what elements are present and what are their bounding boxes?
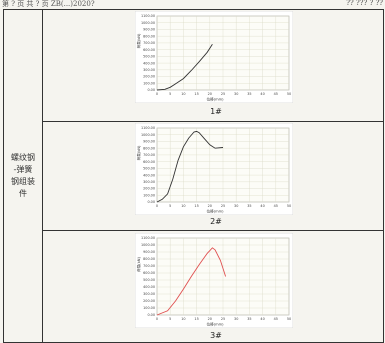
- y-tick-label: 900.00: [143, 140, 155, 144]
- page-header-right: ?? ??? ? ??: [346, 0, 383, 7]
- x-tick-label: 40: [260, 204, 264, 208]
- load-displacement-chart-2: 0 5 10 15 20 25 30 35 40 45 500.00100.00200.00300.…: [134, 122, 294, 216]
- chart-caption-1: 1#: [210, 107, 222, 116]
- y-tick-label: 300.00: [143, 180, 155, 184]
- y-tick-label: 600.00: [143, 271, 155, 275]
- x-tick-label: 30: [234, 317, 238, 321]
- chart-caption-2: 2#: [210, 217, 222, 226]
- page-header-left: 第 ? 页 共 ? 页 ZB(...)2020?: [2, 0, 95, 8]
- y-tick-label: 0.00: [147, 313, 155, 317]
- x-tick-label: 10: [181, 92, 185, 96]
- load-displacement-chart-1: 0 5 10 15 20 25 30 35 40 45 500.00100.00200.00300.…: [134, 10, 294, 104]
- series-line: [156, 44, 213, 91]
- x-tick-label: 40: [260, 92, 264, 96]
- y-tick-label: 200.00: [143, 187, 155, 191]
- x-tick-label: 15: [194, 317, 198, 321]
- x-axis-label: 位移(mm): [207, 322, 225, 327]
- y-tick-label: 1100.00: [141, 14, 155, 18]
- x-axis-label: 位移(mm): [207, 209, 225, 214]
- x-tick-label: 15: [194, 204, 198, 208]
- x-tick-label: 40: [260, 317, 264, 321]
- x-tick-label: 45: [274, 92, 278, 96]
- chart-panel-1: 0 5 10 15 20 25 30 35 40 45 50 0.00 100.00 200.00 300.…: [134, 10, 294, 104]
- table-row-divider: [42, 121, 383, 122]
- x-tick-label: 20: [208, 92, 212, 96]
- x-tick-label: 45: [274, 204, 278, 208]
- x-axis-label: 位移(mm): [207, 97, 225, 102]
- chart-caption-3: 3#: [210, 331, 222, 340]
- y-tick-label: 1100.00: [141, 126, 155, 130]
- chart-panel-3: 0 5 10 15 20 25 30 35 40 45 50 0.00 100.00 200.00 300.…: [134, 232, 294, 329]
- y-tick-label: 400.00: [143, 285, 155, 289]
- y-tick-label: 1000.00: [141, 133, 155, 137]
- table-column-divider: [42, 10, 43, 342]
- x-tick-label: 25: [221, 317, 225, 321]
- y-tick-label: 200.00: [143, 75, 155, 79]
- y-tick-label: 0.00: [147, 88, 155, 92]
- y-tick-label: 500.00: [143, 278, 155, 282]
- x-tick-label: 5: [169, 204, 171, 208]
- chart-panel-2: 0 5 10 15 20 25 30 35 40 45 50 0.00 100.00 200.00 300.…: [134, 122, 294, 216]
- y-tick-label: 1100.00: [141, 236, 155, 240]
- x-tick-label: 0: [156, 317, 158, 321]
- x-tick-label: 45: [274, 317, 278, 321]
- x-tick-label: 30: [234, 92, 238, 96]
- specimen-group-label-line: -弹簧: [13, 165, 33, 174]
- y-tick-label: 100.00: [143, 306, 155, 310]
- y-tick-label: 100.00: [143, 193, 155, 197]
- y-tick-label: 900.00: [143, 250, 155, 254]
- x-tick-label: 5: [169, 317, 171, 321]
- y-tick-label: 1000.00: [141, 243, 155, 247]
- x-tick-label: 25: [221, 204, 225, 208]
- specimen-group-label-line: 钢组装: [11, 177, 35, 186]
- x-tick-label: 10: [181, 317, 185, 321]
- x-tick-label: 10: [181, 204, 185, 208]
- y-tick-label: 700.00: [143, 153, 155, 157]
- y-axis-label: 荷载(kN): [136, 257, 141, 272]
- x-tick-label: 35: [247, 92, 251, 96]
- y-tick-label: 600.00: [143, 48, 155, 52]
- table-row-divider: [42, 230, 383, 231]
- x-tick-label: 35: [247, 317, 251, 321]
- y-axis-label: 荷载(kN): [136, 145, 141, 160]
- specimen-group-label-line: 螺纹钢: [11, 153, 35, 162]
- y-tick-label: 500.00: [143, 167, 155, 171]
- y-tick-label: 800.00: [143, 146, 155, 150]
- x-tick-label: 20: [208, 317, 212, 321]
- x-tick-label: 50: [287, 92, 291, 96]
- result-table: 螺纹钢 -弹簧 钢组装件 0 5 10 15 20 25 30 35 40 45 50 0.00 100.0…: [3, 9, 384, 343]
- x-tick-label: 0: [156, 204, 158, 208]
- load-displacement-chart-3: 0 5 10 15 20 25 30 35 40 45 500.00100.00200.00300.…: [134, 232, 294, 329]
- y-tick-label: 800.00: [143, 257, 155, 261]
- x-tick-label: 5: [169, 92, 171, 96]
- specimen-group-label-line: 件: [19, 189, 27, 198]
- y-tick-label: 300.00: [143, 68, 155, 72]
- series-line: [156, 130, 224, 203]
- y-tick-label: 200.00: [143, 299, 155, 303]
- x-tick-label: 15: [194, 92, 198, 96]
- specimen-group-label: 螺纹钢 -弹簧钢组装件: [4, 152, 42, 200]
- y-tick-label: 800.00: [143, 34, 155, 38]
- x-tick-label: 25: [221, 92, 225, 96]
- y-tick-label: 900.00: [143, 28, 155, 32]
- y-tick-label: 0.00: [147, 200, 155, 204]
- y-tick-label: 400.00: [143, 61, 155, 65]
- x-tick-label: 20: [208, 204, 212, 208]
- y-tick-label: 700.00: [143, 264, 155, 268]
- y-tick-label: 700.00: [143, 41, 155, 45]
- x-tick-label: 30: [234, 204, 238, 208]
- y-tick-label: 400.00: [143, 173, 155, 177]
- y-axis-label: 荷载(kN): [136, 33, 141, 48]
- x-tick-label: 0: [156, 92, 158, 96]
- y-tick-label: 300.00: [143, 292, 155, 296]
- series-line: [156, 247, 227, 316]
- x-tick-label: 35: [247, 204, 251, 208]
- x-tick-label: 50: [287, 317, 291, 321]
- y-tick-label: 500.00: [143, 55, 155, 59]
- y-tick-label: 600.00: [143, 160, 155, 164]
- y-tick-label: 100.00: [143, 81, 155, 85]
- x-tick-label: 50: [287, 204, 291, 208]
- y-tick-label: 1000.00: [141, 21, 155, 25]
